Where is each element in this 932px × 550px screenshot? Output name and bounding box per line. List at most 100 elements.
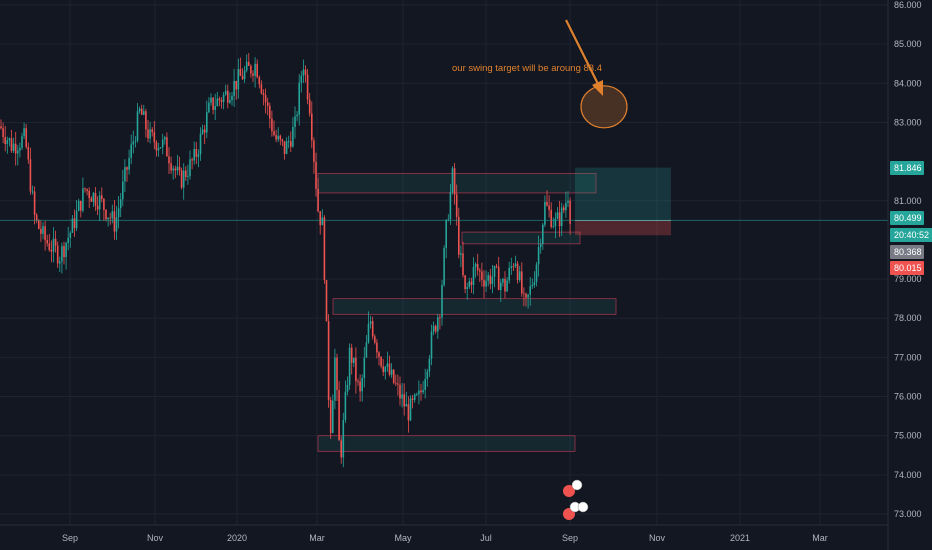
candle-body bbox=[111, 211, 114, 219]
candle-body bbox=[552, 226, 555, 227]
candle-body bbox=[269, 105, 271, 119]
candle-body bbox=[248, 61, 250, 66]
candle-body bbox=[395, 382, 397, 384]
time-tick-label: Sep bbox=[562, 533, 578, 543]
candle-body bbox=[405, 404, 408, 407]
candle-body bbox=[56, 245, 59, 264]
candle-body bbox=[493, 266, 496, 277]
candle-body bbox=[348, 347, 351, 385]
candle-body bbox=[245, 61, 248, 71]
candle-body bbox=[491, 276, 494, 285]
candle-body bbox=[306, 74, 309, 100]
candle-body bbox=[382, 366, 384, 372]
candle-body bbox=[386, 363, 389, 367]
long-position-tool[interactable] bbox=[575, 167, 671, 236]
price-tick-label: 81.000 bbox=[894, 196, 922, 206]
candle-body bbox=[124, 167, 126, 182]
candle-body bbox=[208, 102, 210, 113]
candle-body bbox=[439, 317, 441, 319]
candle-body bbox=[296, 114, 298, 117]
time-axis[interactable]: Sep Nov 2020 Mar May Jul Sep Nov 2021 Mar bbox=[62, 533, 828, 543]
candle-body bbox=[374, 336, 376, 343]
candle-body bbox=[556, 212, 559, 219]
candle-body bbox=[216, 98, 219, 107]
candle-body bbox=[8, 138, 11, 141]
candle-body bbox=[63, 246, 65, 258]
candle-body bbox=[470, 281, 473, 285]
time-tick-label: Sep bbox=[62, 533, 78, 543]
candle-body bbox=[378, 352, 380, 357]
candle-body bbox=[174, 168, 177, 171]
candle-body bbox=[434, 325, 437, 332]
price-tag-label: 20:40:52 bbox=[894, 230, 929, 240]
candle-body bbox=[329, 400, 332, 433]
candle-body bbox=[54, 238, 57, 246]
candle-body bbox=[178, 166, 181, 171]
candle-body bbox=[29, 159, 32, 192]
candle-body bbox=[363, 357, 366, 378]
candle-body bbox=[546, 201, 548, 206]
candle-body bbox=[392, 369, 395, 383]
candle-body bbox=[411, 398, 414, 401]
candle-body bbox=[161, 139, 164, 148]
candle-body bbox=[416, 394, 418, 396]
candle-body bbox=[136, 111, 139, 141]
candle-body bbox=[23, 128, 25, 137]
candle-body bbox=[401, 394, 403, 399]
earnings-marker[interactable] bbox=[563, 479, 583, 497]
candle-body bbox=[48, 243, 51, 251]
candle-body bbox=[481, 271, 483, 280]
candle-body bbox=[451, 168, 454, 193]
candle-body bbox=[138, 108, 141, 112]
candle-body bbox=[315, 161, 317, 189]
time-tick-label: 2021 bbox=[730, 533, 750, 543]
dividend-marker[interactable] bbox=[563, 501, 589, 520]
candle-body bbox=[476, 263, 479, 271]
candle-body bbox=[384, 366, 387, 372]
candle-body bbox=[567, 200, 569, 203]
candle-body bbox=[495, 266, 498, 267]
candle-body bbox=[77, 200, 80, 211]
candle-body bbox=[311, 113, 313, 141]
price-tick-label: 84.000 bbox=[894, 78, 922, 88]
arrow-head bbox=[592, 80, 603, 96]
price-axis[interactable]: 86.000 85.000 84.000 83.000 81.000 79.000 78.0… bbox=[894, 0, 922, 519]
candle-body bbox=[86, 189, 88, 191]
candle-body bbox=[399, 384, 401, 399]
candle-body bbox=[485, 280, 487, 287]
candle-body bbox=[514, 263, 517, 267]
candle-body bbox=[563, 207, 565, 211]
candle-body bbox=[403, 394, 405, 407]
candle-body bbox=[4, 136, 6, 144]
candle-body bbox=[344, 391, 347, 421]
candle-body bbox=[523, 293, 525, 295]
candle-body bbox=[390, 369, 393, 375]
candle-body bbox=[474, 263, 477, 267]
event-markers[interactable] bbox=[563, 479, 589, 520]
candle-body bbox=[308, 99, 311, 114]
candle-body bbox=[487, 275, 489, 281]
candle-body bbox=[300, 75, 303, 83]
candle-body bbox=[346, 384, 349, 392]
candle-body bbox=[558, 212, 561, 227]
candle-body bbox=[512, 266, 515, 268]
candle-body bbox=[59, 261, 61, 264]
candle-body bbox=[409, 398, 412, 421]
candle-body bbox=[252, 73, 254, 76]
candle-body bbox=[542, 224, 544, 244]
candle-body bbox=[527, 294, 529, 298]
candle-body bbox=[533, 282, 536, 286]
time-tick-label: Nov bbox=[649, 533, 666, 543]
time-tick-label: Nov bbox=[147, 533, 164, 543]
candle-body bbox=[321, 217, 324, 226]
candle-body bbox=[159, 147, 162, 149]
price-tag: 80.368 bbox=[890, 245, 924, 259]
candle-body bbox=[273, 131, 275, 136]
candle-body bbox=[510, 266, 513, 269]
candle-body bbox=[84, 188, 86, 190]
candle-body bbox=[334, 357, 336, 401]
candle-body bbox=[464, 275, 466, 289]
candle-body bbox=[229, 100, 231, 103]
candle-body bbox=[388, 363, 391, 375]
